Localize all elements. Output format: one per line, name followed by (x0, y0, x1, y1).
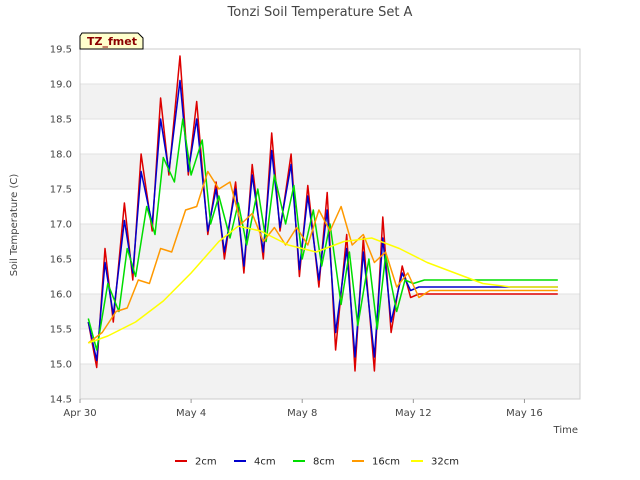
x-tick-label: May 8 (287, 408, 317, 419)
x-tick-label: Apr 30 (63, 408, 96, 419)
y-tick-label: 15.5 (50, 325, 72, 336)
chart-title: Tonzi Soil Temperature Set A (227, 5, 413, 20)
legend-label-32cm: 32cm (431, 457, 459, 468)
y-tick-label: 17.0 (50, 220, 72, 231)
x-axis-title: Time (553, 425, 578, 436)
site-label: TZ_fmet (87, 35, 137, 48)
legend-label-2cm: 2cm (195, 457, 217, 468)
y-tick-label: 16.0 (50, 290, 72, 301)
y-tick-label: 18.0 (50, 150, 72, 161)
plot-border (79, 48, 581, 400)
background-band (80, 364, 580, 399)
y-tick-label: 19.5 (50, 45, 72, 56)
y-tick-label: 15.0 (50, 360, 72, 371)
legend-label-8cm: 8cm (313, 457, 335, 468)
series-line-4cm (87, 79, 558, 362)
y-tick-labels: 14.5 15.0 15.5 16.0 16.5 17.0 17.5 18.0 18.5 19.0… (50, 45, 72, 406)
y-tick-label: 17.5 (50, 185, 72, 196)
legend: 2cm 4cm 8cm 16cm 32cm (175, 457, 459, 468)
y-tick-label: 14.5 (50, 395, 72, 406)
legend-label-16cm: 16cm (372, 457, 400, 468)
y-tick-label: 19.0 (50, 80, 72, 91)
x-tick-labels: Apr 30 May 4 May 8 May 12 May 16 (63, 399, 543, 419)
site-label-box: TZ_fmet (79, 32, 144, 50)
x-tick-label: May 12 (395, 408, 432, 419)
y-axis-title: Soil Temperature (C) (9, 174, 20, 277)
background-band (80, 84, 580, 119)
legend-label-4cm: 4cm (254, 457, 276, 468)
series-line-8cm (87, 118, 558, 351)
series-line-32cm (88, 225, 558, 344)
x-tick-label: May 4 (176, 408, 206, 419)
x-tick-label: May 16 (506, 408, 543, 419)
series-line-16cm (87, 170, 558, 344)
background-band (80, 294, 580, 329)
y-tick-label: 16.5 (50, 255, 72, 266)
series-layer (87, 55, 558, 372)
y-tick-label: 18.5 (50, 115, 72, 126)
